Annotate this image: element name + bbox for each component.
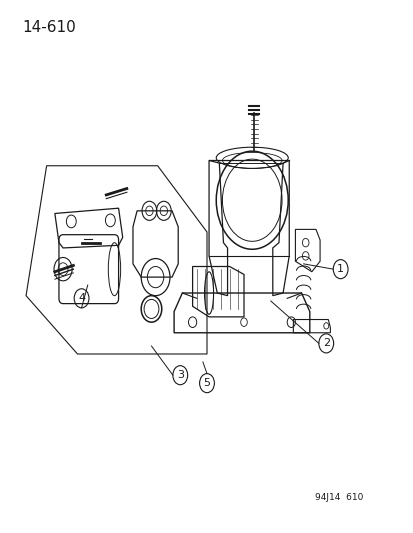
Text: 4: 4 <box>78 293 85 303</box>
Text: 2: 2 <box>322 338 329 349</box>
Text: 5: 5 <box>203 378 210 388</box>
Text: 1: 1 <box>336 264 343 274</box>
Text: 14-610: 14-610 <box>22 20 76 35</box>
Text: 94J14  610: 94J14 610 <box>314 494 362 503</box>
Text: 3: 3 <box>176 370 183 380</box>
